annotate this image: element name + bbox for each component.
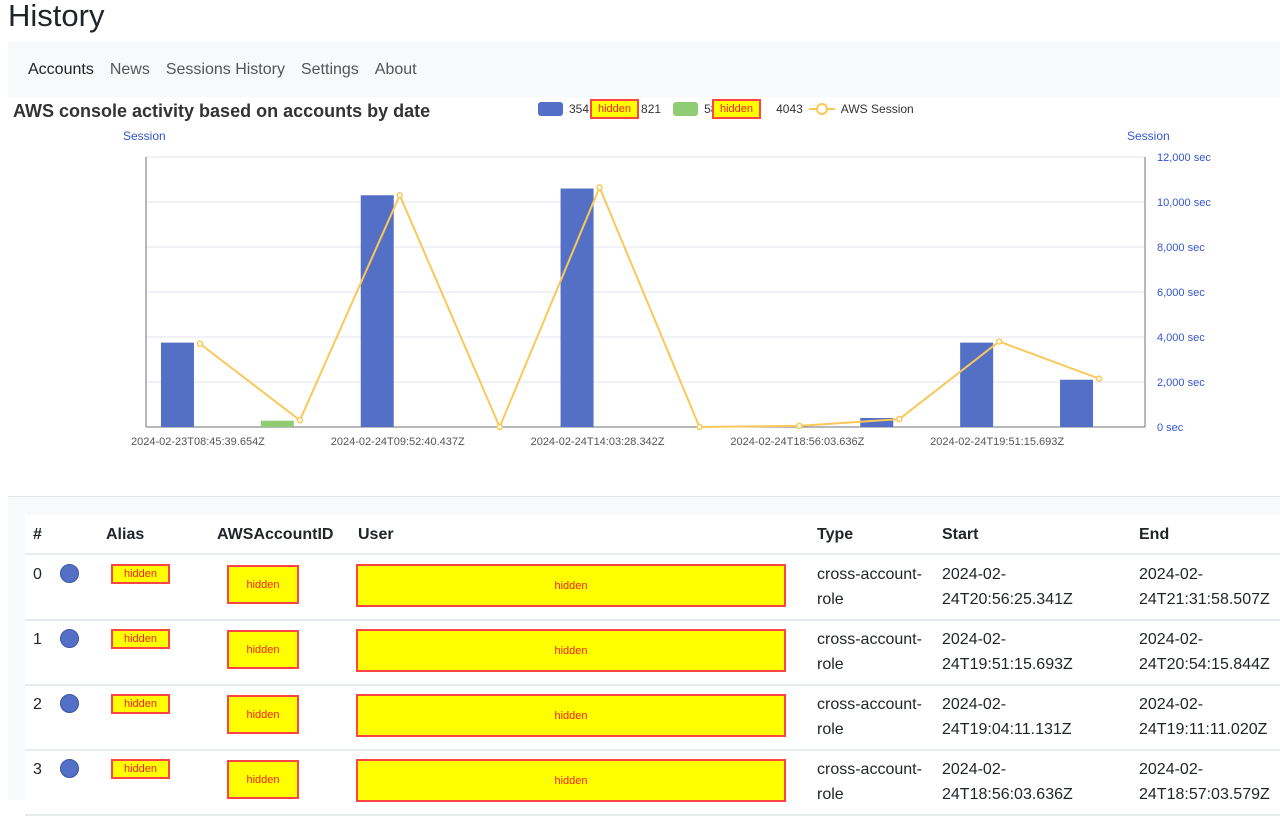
row-index: 2 [33, 696, 42, 713]
session-point [496, 423, 503, 431]
x-tick-label: 2024-02-24T14:03:28.342Z [531, 436, 665, 448]
x-tick-label: 2024-02-24T19:51:15.693Z [930, 436, 1064, 448]
session-point [1095, 375, 1103, 382]
bar [1060, 379, 1094, 427]
nav-accounts[interactable]: Accounts [28, 60, 94, 78]
x-tick-label: 2024-02-24T09:52:40.437Z [331, 436, 465, 448]
session-start: 2024-02-24T19:51:15.693Z [942, 631, 1073, 673]
redacted-account-id: hidden [227, 565, 299, 604]
bar [860, 418, 894, 427]
navbar: Accounts News Sessions History Settings … [8, 42, 1280, 97]
account-color-dot [60, 694, 79, 713]
session-end: 2024-02-24T21:31:58.507Z [1139, 566, 1270, 608]
column-header[interactable]: AWSAccountID [217, 526, 334, 543]
column-header[interactable]: End [1139, 526, 1170, 543]
x-tick-label: 2024-02-24T18:56:03.636Z [730, 436, 864, 448]
redacted-alias: hidden [111, 564, 170, 584]
session-end: 2024-02-24T20:54:15.844Z [1139, 631, 1270, 673]
legend-label-1a: 354 [569, 102, 590, 116]
redacted-user: hidden [356, 564, 786, 607]
bar [960, 342, 994, 427]
redacted-alias: hidden [111, 759, 170, 779]
column-header[interactable]: Start [942, 526, 979, 543]
x-tick-label: 2024-02-23T08:45:39.654Z [131, 436, 265, 448]
session-start: 2024-02-24T19:04:11.131Z [942, 696, 1072, 738]
bar [560, 188, 594, 427]
redacted-account-id: hidden [227, 695, 299, 734]
redacted-legend-1: hidden [590, 99, 639, 119]
redacted-user: hidden [356, 629, 786, 672]
legend-label-session: AWS Session [840, 102, 914, 116]
redacted-user: hidden [356, 694, 786, 737]
session-line [199, 184, 1100, 430]
bar [360, 195, 394, 427]
legend-swatch-green[interactable] [673, 102, 699, 116]
session-type: cross-account-role [817, 696, 922, 738]
bar [260, 420, 294, 427]
divider [25, 684, 1280, 686]
row-index: 0 [33, 566, 42, 583]
y-axis-right-label: Session [1127, 129, 1170, 143]
y-tick-label: 8,000 sec [1157, 242, 1205, 254]
nav-news[interactable]: News [109, 60, 150, 78]
divider [25, 749, 1280, 751]
account-color-dot [60, 564, 79, 583]
legend-swatch-blue[interactable] [538, 102, 563, 116]
divider [25, 553, 1280, 555]
nav-sessions-history[interactable]: Sessions History [165, 60, 285, 78]
session-end: 2024-02-24T19:11:11.020Z [1139, 696, 1268, 738]
chart: 0 sec 2,000 sec 4,000 sec 6,000 sec 8,000 se… [131, 152, 1211, 448]
session-type: cross-account-role [817, 631, 922, 673]
session-start: 2024-02-24T18:56:03.636Z [942, 761, 1073, 803]
column-header[interactable]: # [33, 526, 42, 543]
nav-settings[interactable]: Settings [300, 60, 359, 78]
redacted-user: hidden [356, 759, 786, 802]
redacted-legend-2: hidden [712, 99, 761, 119]
session-type: cross-account-role [817, 566, 922, 608]
legend-label-2b: 4043 [776, 102, 803, 116]
row-index: 3 [33, 761, 42, 778]
y-tick-label: 4,000 sec [1157, 332, 1205, 344]
redacted-account-id: hidden [227, 760, 299, 799]
session-point [396, 192, 403, 199]
y-tick-label: 0 sec [1157, 422, 1184, 434]
y-tick-label: 10,000 sec [1157, 197, 1211, 209]
account-color-dot [60, 759, 79, 778]
session-point [296, 417, 304, 424]
session-point [896, 415, 903, 423]
redacted-alias: hidden [111, 694, 170, 714]
redacted-alias: hidden [111, 629, 170, 649]
session-type: cross-account-role [817, 761, 922, 803]
account-color-dot [60, 629, 79, 648]
session-point [596, 184, 603, 191]
session-point [696, 423, 703, 431]
y-tick-label: 6,000 sec [1157, 287, 1205, 299]
legend-line-icon[interactable] [808, 102, 835, 116]
legend-label-1b: 821 [641, 102, 662, 116]
session-end: 2024-02-24T18:57:03.579Z [1139, 761, 1270, 803]
bar [160, 342, 194, 427]
session-start: 2024-02-24T20:56:25.341Z [942, 566, 1073, 608]
y-axis-left-label: Session [123, 129, 166, 143]
redacted-account-id: hidden [227, 630, 299, 669]
page-title: History [8, 0, 105, 33]
y-tick-label: 12,000 sec [1157, 152, 1211, 164]
column-header[interactable]: User [358, 526, 394, 543]
session-point [196, 340, 204, 347]
chart-title: AWS console activity based on accounts b… [13, 101, 431, 121]
row-index: 1 [33, 631, 42, 648]
divider [25, 619, 1280, 621]
column-header[interactable]: Alias [106, 526, 145, 543]
session-point [995, 338, 1003, 345]
column-header[interactable]: Type [817, 526, 854, 543]
session-point [796, 422, 803, 430]
y-tick-label: 2,000 sec [1157, 377, 1205, 389]
nav-about[interactable]: About [374, 60, 417, 78]
